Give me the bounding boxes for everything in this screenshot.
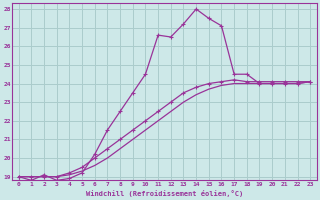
X-axis label: Windchill (Refroidissement éolien,°C): Windchill (Refroidissement éolien,°C) (86, 190, 243, 197)
